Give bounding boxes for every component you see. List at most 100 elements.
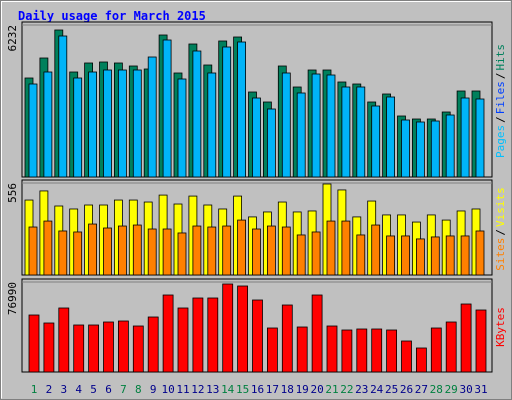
x-tick-label: 24 [370,383,384,396]
bar [28,226,38,276]
bar [415,121,425,178]
bar [177,232,187,276]
legend-separator: / [494,73,507,80]
legend-item: Pages [494,125,507,158]
x-tick-label: 27 [415,383,428,396]
legend-item: Files [494,81,507,114]
bar [296,234,306,276]
bar [73,77,83,178]
bar [192,50,202,178]
bar [132,69,142,178]
x-tick-label: 8 [135,383,142,396]
bar [58,307,70,373]
bar [401,119,410,178]
x-tick-label: 31 [474,383,487,396]
bar [266,225,276,276]
bar [266,108,276,178]
bar [415,347,427,373]
bar [237,285,249,373]
x-tick-label: 4 [75,383,82,396]
bar [58,230,68,276]
bar [147,316,159,373]
bar [177,78,187,178]
bar [445,114,455,178]
bar [28,83,38,178]
bar [445,321,457,373]
x-tick-label: 5 [90,383,97,396]
bar [341,86,351,178]
bar [445,235,455,276]
bar [222,46,232,178]
bar [43,71,53,178]
bar [207,297,219,373]
bar [430,327,442,373]
bar [252,228,261,276]
bar [192,297,204,373]
x-tick-label: 18 [281,383,294,396]
x-tick-label: 2 [46,383,53,396]
y-max-label: 6232 [6,25,19,52]
bar [118,320,129,373]
bar [460,303,472,373]
x-tick-label: 1 [31,383,38,396]
bar [430,120,440,178]
bar [73,324,85,373]
bar [311,231,321,276]
x-tick-label: 28 [430,383,443,396]
bar [371,328,383,373]
bar [475,98,485,178]
bar [341,220,351,276]
bar [475,309,487,373]
bar [356,234,366,276]
x-tick-label: 30 [459,383,472,396]
x-tick-label: 21 [325,383,338,396]
bar [460,97,470,178]
x-tick-label: 16 [251,383,264,396]
title: Daily usage for March 2015 [18,9,206,23]
bar [118,69,127,178]
bar [386,235,396,276]
bar [415,238,425,276]
bar [311,73,321,178]
x-tick-label: 10 [161,383,174,396]
y-max-label: 556 [6,183,19,203]
x-tick-label: 22 [340,383,353,396]
legend: Pages/Files/Hits [494,44,507,158]
x-tick-label: 29 [445,383,458,396]
x-tick-label: 20 [310,383,323,396]
bar [177,307,189,373]
bar [281,226,291,276]
x-tick-label: 17 [266,383,279,396]
x-tick-label: 13 [206,383,219,396]
x-tick-label: 12 [191,383,204,396]
bar [252,97,261,178]
legend: KBytes [494,307,507,347]
bar [207,72,217,178]
bar [356,328,368,373]
x-tick-label: 9 [150,383,157,396]
bar [252,299,263,373]
x-tick-label: 25 [385,383,398,396]
bar [132,224,142,276]
bar [43,220,53,276]
bar [118,225,127,276]
bar [222,283,234,373]
bar [88,324,99,373]
bar [162,294,174,373]
bar [88,223,97,276]
bar [386,96,396,178]
x-tick-label: 3 [60,383,67,396]
bar [326,74,336,178]
bar [103,69,112,178]
bar [401,340,412,373]
bar [237,41,247,178]
bar [326,325,338,373]
bar [281,72,291,178]
x-tick-label: 15 [236,383,249,396]
bar [58,35,68,178]
bar [162,39,172,178]
legend: Sites / Visits [494,187,507,271]
bar [103,321,114,373]
